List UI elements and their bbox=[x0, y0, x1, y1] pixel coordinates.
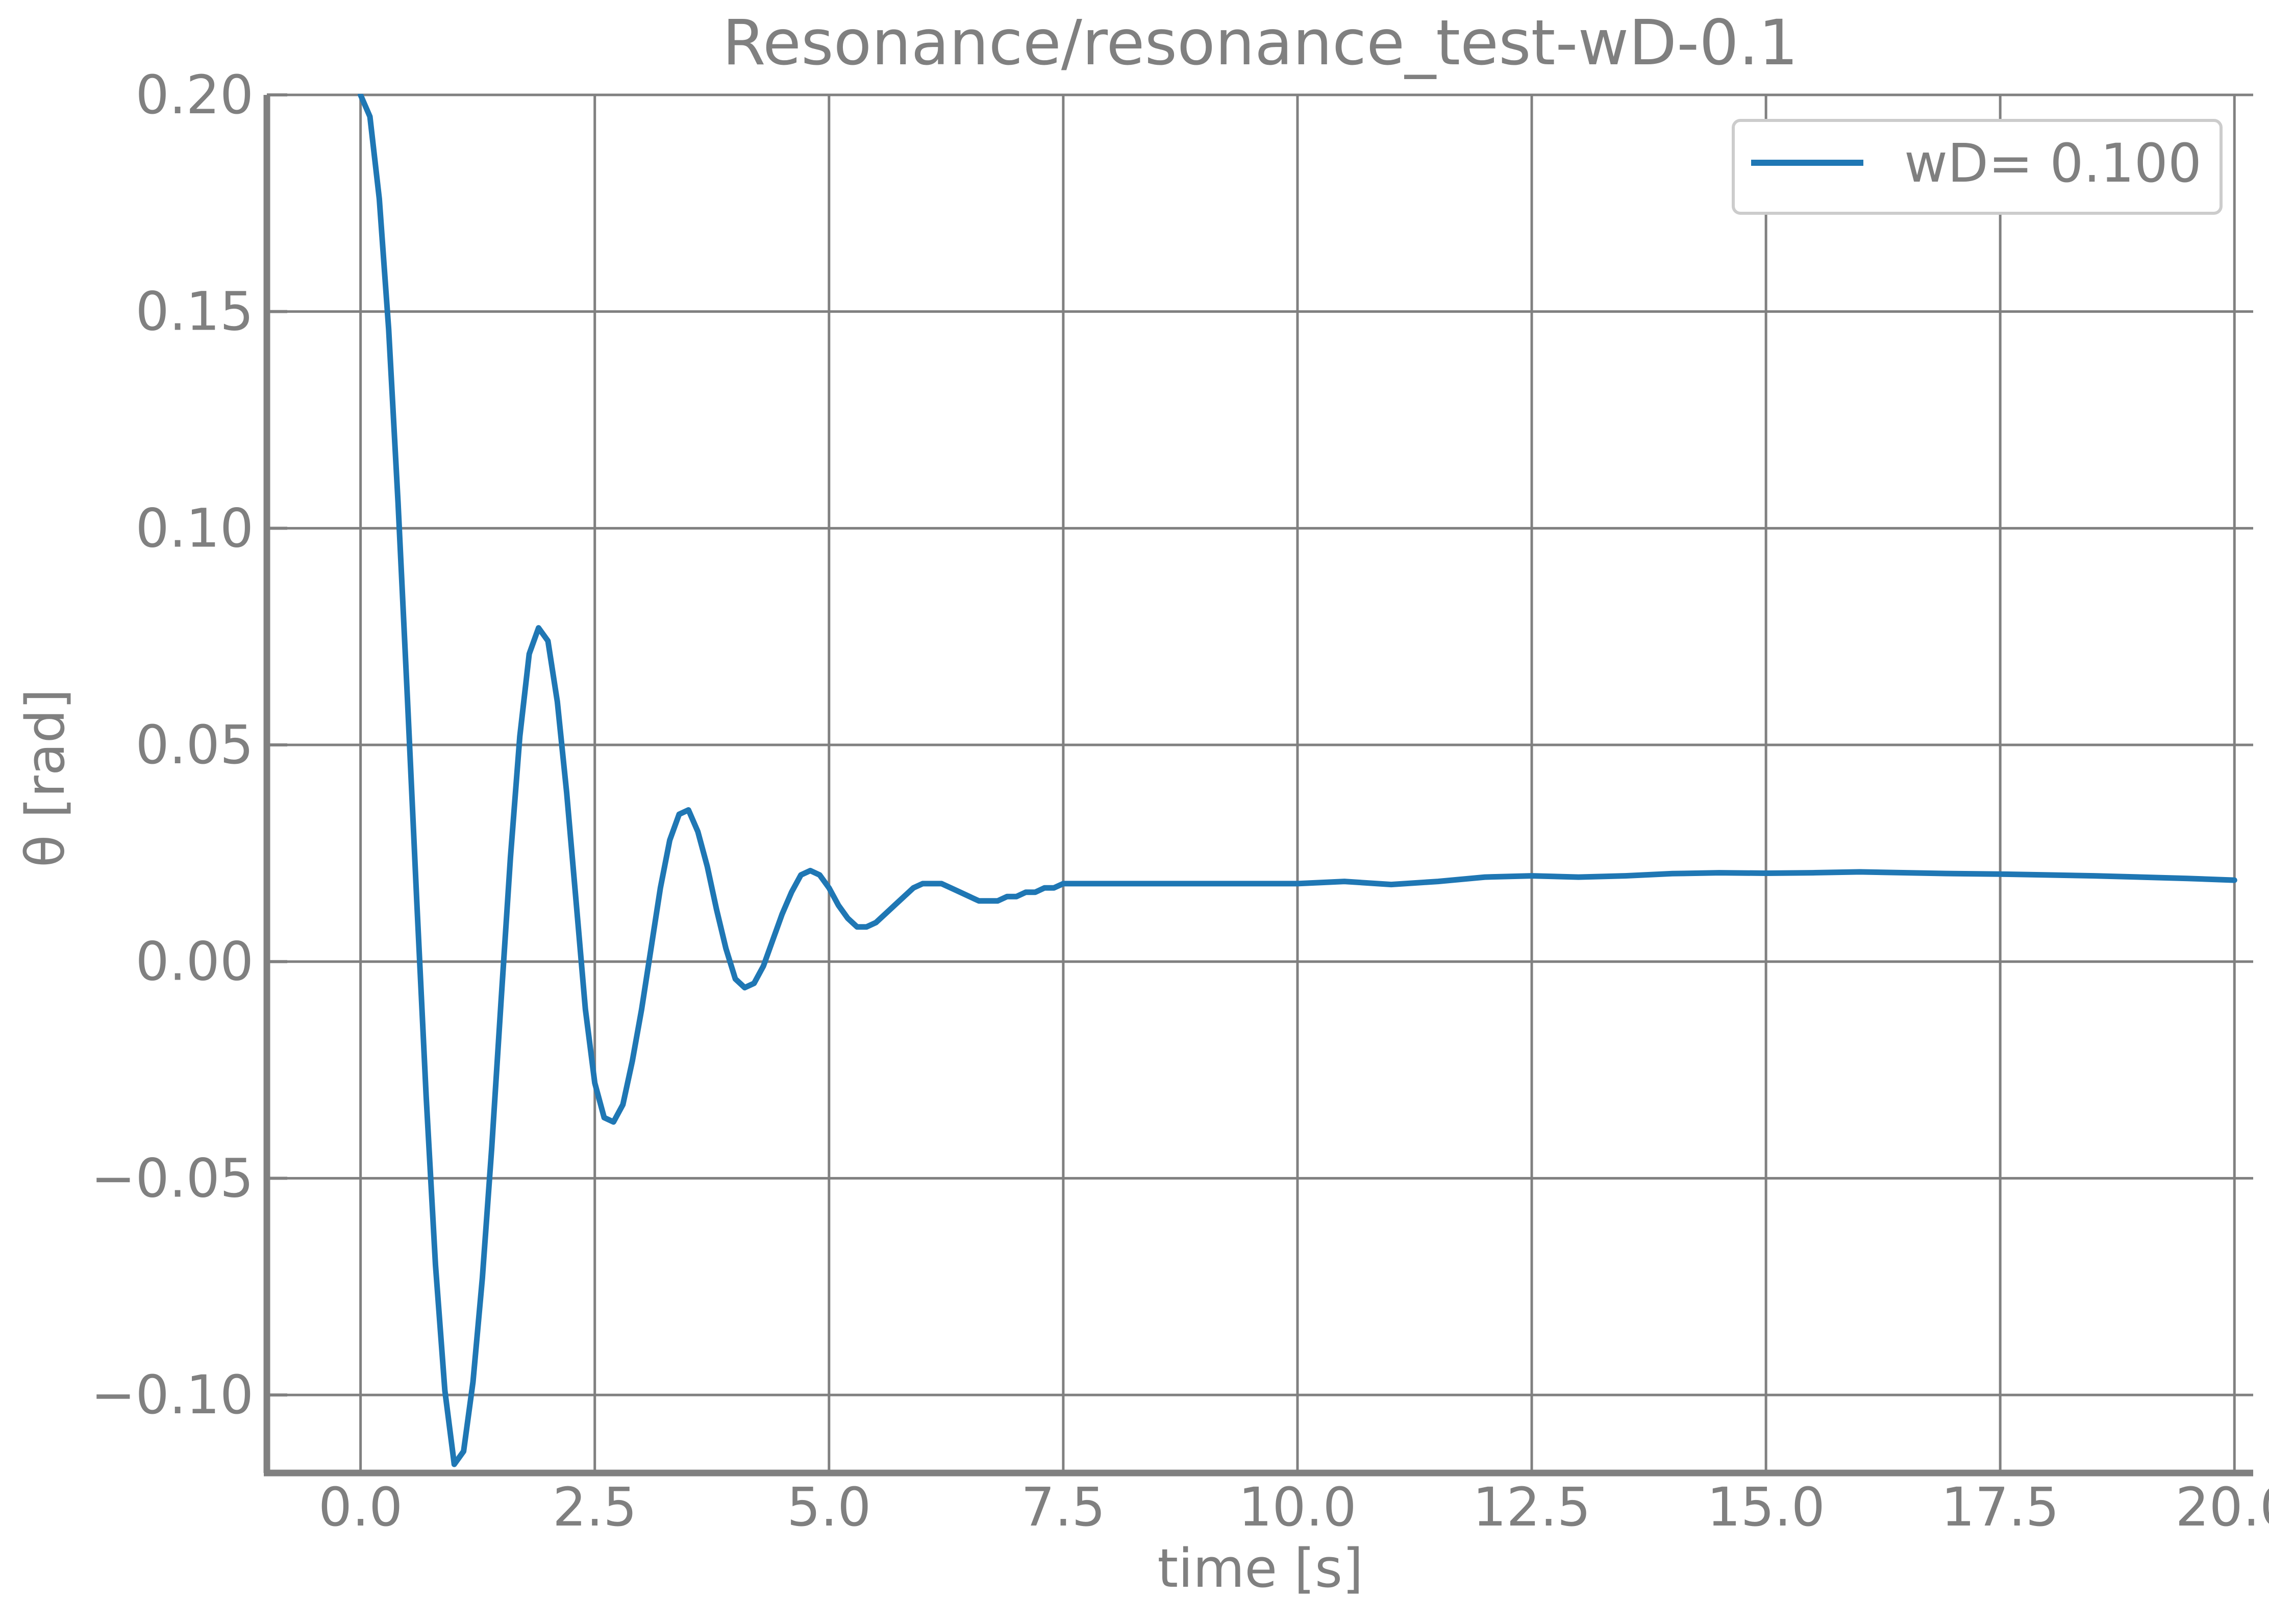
axes bbox=[263, 93, 2253, 1477]
x-tick-label: 5.0 bbox=[787, 1476, 871, 1538]
x-tick-label: 10.0 bbox=[1238, 1476, 1357, 1538]
y-tick-label: 0.10 bbox=[135, 497, 254, 559]
x-tick-label: 2.5 bbox=[553, 1476, 637, 1538]
legend-box bbox=[1732, 119, 2223, 215]
x-tick-label: 7.5 bbox=[1021, 1476, 1105, 1538]
x-tick-label: 12.5 bbox=[1473, 1476, 1591, 1538]
x-tick-label: 20.0 bbox=[2175, 1476, 2269, 1538]
tick-labels: 0.0 2.5 5.0 7.5 10.0 12.5 15.0 17.5 20.0 −0.10 −0.… bbox=[91, 64, 2269, 1538]
y-tick-label: 0.20 bbox=[135, 64, 254, 126]
chart-title: Resonance/resonance_test-wD-0.1 bbox=[722, 7, 1799, 79]
x-tick-label: 17.5 bbox=[1941, 1476, 2059, 1538]
grid bbox=[267, 93, 2253, 1473]
x-tick-label: 15.0 bbox=[1707, 1476, 1825, 1538]
legend: wD= 0.100 bbox=[1732, 119, 2223, 215]
series-layer bbox=[358, 94, 2237, 1467]
y-tick-label: 0.00 bbox=[135, 931, 254, 993]
y-tick-label: −0.05 bbox=[91, 1147, 254, 1209]
y-tick-label: 0.15 bbox=[135, 281, 254, 343]
y-axis-label: θ [rad] bbox=[14, 689, 77, 867]
x-tick-label: 0.0 bbox=[318, 1476, 403, 1538]
y-tick-label: 0.05 bbox=[135, 714, 254, 776]
series-line-0 bbox=[358, 94, 2237, 1467]
x-axis-label: time [s] bbox=[1157, 1537, 1363, 1600]
y-tick-label: −0.10 bbox=[91, 1364, 254, 1426]
legend-label: wD= 0.100 bbox=[1904, 132, 2202, 194]
